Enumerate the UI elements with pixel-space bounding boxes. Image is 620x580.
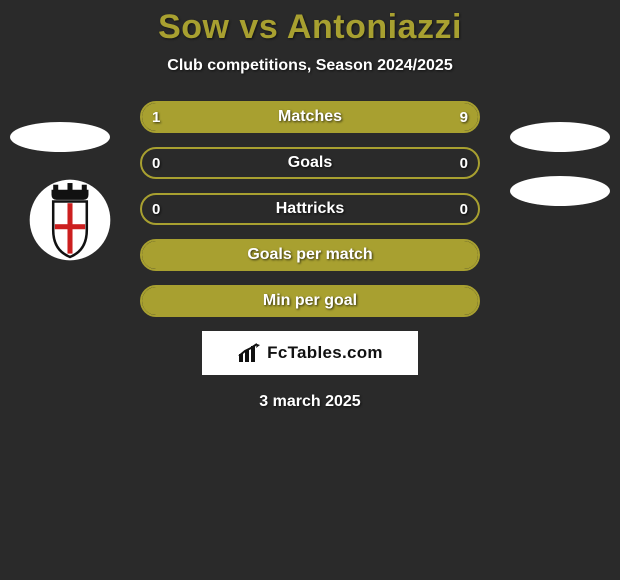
player-badge-right-bottom: [510, 176, 610, 206]
stat-label: Hattricks: [142, 195, 478, 223]
page-subtitle: Club competitions, Season 2024/2025: [0, 57, 620, 75]
club-logo-left: [28, 178, 112, 262]
stat-label: Matches: [142, 103, 478, 131]
brand-badge[interactable]: FcTables.com: [202, 331, 418, 375]
stat-bar: 00Goals: [140, 147, 480, 179]
stat-label: Goals per match: [142, 241, 478, 269]
stat-bar: 19Matches: [140, 101, 480, 133]
stat-bar: Goals per match: [140, 239, 480, 271]
brand-text: FcTables.com: [267, 343, 383, 363]
stat-bar: 00Hattricks: [140, 193, 480, 225]
stat-bar: Min per goal: [140, 285, 480, 317]
stat-row: 00Goals: [0, 147, 620, 179]
page-title: Sow vs Antoniazzi: [0, 8, 620, 47]
comparison-card: Sow vs Antoniazzi Club competitions, Sea…: [0, 0, 620, 580]
stat-label: Goals: [142, 149, 478, 177]
stat-row: Min per goal: [0, 285, 620, 317]
chart-icon: [237, 342, 261, 364]
generated-date: 3 march 2025: [0, 393, 620, 411]
stat-label: Min per goal: [142, 287, 478, 315]
player-badge-right-top: [510, 122, 610, 152]
player-badge-left-top: [10, 122, 110, 152]
